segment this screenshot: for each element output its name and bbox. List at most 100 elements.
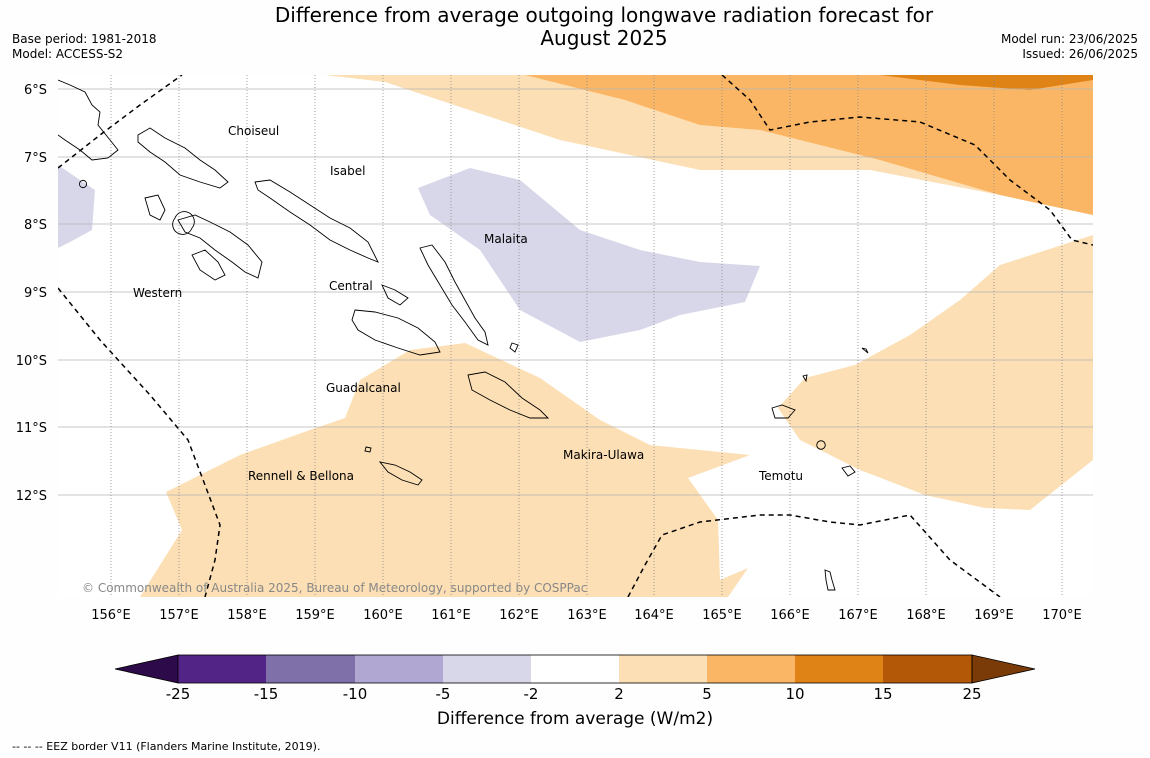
colorbar-tick: -25	[166, 685, 191, 703]
coast-bellona	[364, 446, 372, 453]
region-label-isabel: Isabel	[330, 164, 365, 178]
lon-label: 167°E	[838, 608, 878, 623]
anomaly-fill-2-to-5-east	[778, 235, 1093, 510]
longitude-gridlines	[110, 75, 1063, 597]
colorbar-swatch	[266, 655, 355, 683]
region-label-makira-ulawa: Makira-Ulawa	[563, 448, 644, 462]
meta-right: Model run: 23/06/2025 Issued: 26/06/2025	[1001, 32, 1138, 62]
colorbar-tick: 2	[614, 685, 624, 703]
lon-label: 165°E	[702, 608, 742, 623]
colorbar-label: Difference from average (W/m2)	[436, 709, 714, 729]
base-period: Base period: 1981-2018	[12, 32, 157, 46]
coast-rennell	[378, 461, 423, 486]
coast-buka	[79, 180, 87, 188]
coast-vanikoro	[841, 465, 856, 477]
lat-label: 11°S	[16, 421, 47, 436]
latitude-labels: 6°S 7°S 8°S 9°S 10°S 11°S 12°S	[16, 83, 47, 504]
region-label-malaita: Malaita	[484, 232, 528, 246]
colorbar-swatch	[883, 655, 972, 683]
coast-malaita	[419, 244, 489, 346]
colorbar-tick: 15	[873, 685, 892, 703]
title-line-1: Difference from average outgoing longwav…	[274, 3, 934, 27]
coast-utupua	[816, 440, 826, 450]
coast-makira	[467, 371, 550, 419]
coast-choiseul	[137, 127, 229, 189]
lon-label: 164°E	[634, 608, 674, 623]
lon-label: 166°E	[770, 608, 810, 623]
region-label-temotu: Temotu	[758, 469, 803, 483]
colorbar-swatch	[443, 655, 531, 683]
coast-kolombangara	[172, 211, 195, 235]
colorbar-under-arrow	[114, 654, 179, 684]
eez-borders	[58, 75, 1093, 597]
anomaly-fill-minus5-to-minus2-central	[418, 168, 760, 342]
map-title: Difference from average outgoing longwav…	[250, 4, 958, 50]
coast-new-georgia	[177, 214, 263, 279]
lat-label: 7°S	[24, 151, 47, 166]
lon-label: 157°E	[159, 608, 199, 623]
colorbar-tick: 5	[702, 685, 712, 703]
copyright-notice: © Commonwealth of Australia 2025, Bureau…	[82, 581, 587, 595]
lon-label: 158°E	[227, 608, 267, 623]
colorbar-tick: -2	[524, 685, 539, 703]
lat-label: 10°S	[16, 354, 47, 369]
lon-label: 169°E	[974, 608, 1014, 623]
anomaly-fill-2-to-5-south	[140, 343, 750, 597]
lat-label: 9°S	[24, 286, 47, 301]
region-labels: Choiseul Isabel Malaita Western Central …	[133, 124, 803, 483]
colorbar-swatch	[355, 655, 443, 683]
lon-label: 156°E	[91, 608, 131, 623]
colorbar-swatch	[178, 655, 266, 683]
coast-reef-islands	[802, 374, 808, 383]
title-line-2: August 2025	[540, 26, 668, 50]
colorbar-tick: 25	[962, 685, 981, 703]
lon-label: 162°E	[499, 608, 539, 623]
map-area: Choiseul Isabel Malaita Western Central …	[58, 75, 1093, 597]
colorbar: -25 -15 -10 -5 -2 2 5 10 15 25	[114, 654, 1036, 703]
latitude-gridlines	[58, 88, 1093, 496]
colorbar-tick: -5	[436, 685, 451, 703]
region-label-guadalcanal: Guadalcanal	[326, 381, 401, 395]
lat-label: 12°S	[16, 489, 47, 504]
colorbar-swatch	[619, 655, 707, 683]
coast-ulawa	[509, 342, 519, 353]
lon-label: 161°E	[431, 608, 471, 623]
meta-left: Base period: 1981-2018 Model: ACCESS-S2	[12, 32, 157, 62]
colorbar-tick-labels: -25 -15 -10 -5 -2 2 5 10 15 25	[166, 685, 982, 703]
region-label-rennell-bellona: Rennell & Bellona	[248, 469, 354, 483]
coastlines	[58, 79, 869, 591]
region-label-western: Western	[133, 286, 182, 300]
coast-tikopia	[824, 569, 836, 591]
lon-label: 168°E	[906, 608, 946, 623]
coast-florida-islands	[381, 284, 409, 306]
eez-border-northwest	[58, 75, 183, 169]
eez-border-northeast	[721, 75, 1093, 246]
coast-rendova	[191, 249, 226, 281]
coast-guadalcanal	[351, 309, 441, 356]
region-label-central: Central	[329, 279, 373, 293]
coast-santa-cruz	[771, 404, 796, 419]
colorbar-swatch	[531, 655, 619, 683]
anomaly-fill-10-to-15	[880, 75, 1093, 90]
coast-duff-islands	[861, 347, 869, 354]
issued-date: Issued: 26/06/2025	[1022, 47, 1138, 61]
colorbar-swatch	[795, 655, 883, 683]
colorbar-outline	[177, 654, 973, 684]
eez-legend-note: -- -- -- EEZ border V11 (Flanders Marine…	[12, 740, 321, 753]
colorbar-tick: 10	[785, 685, 804, 703]
model-name: Model: ACCESS-S2	[12, 47, 124, 61]
colorbar-over-arrow	[971, 654, 1036, 684]
coast-vella-lavella	[144, 194, 166, 221]
region-label-choiseul: Choiseul	[228, 124, 279, 138]
lat-label: 8°S	[24, 218, 47, 233]
colorbar-swatch	[707, 655, 795, 683]
lon-label: 170°E	[1042, 608, 1082, 623]
lon-label: 163°E	[567, 608, 607, 623]
colorbar-tick: -15	[254, 685, 279, 703]
anomaly-fill-5-to-10	[525, 75, 1093, 215]
longitude-labels: 156°E 157°E 158°E 159°E 160°E 161°E 162°…	[91, 608, 1082, 623]
colorbar-tick: -10	[343, 685, 368, 703]
lon-label: 160°E	[363, 608, 403, 623]
eez-border-southeast	[627, 514, 1001, 597]
